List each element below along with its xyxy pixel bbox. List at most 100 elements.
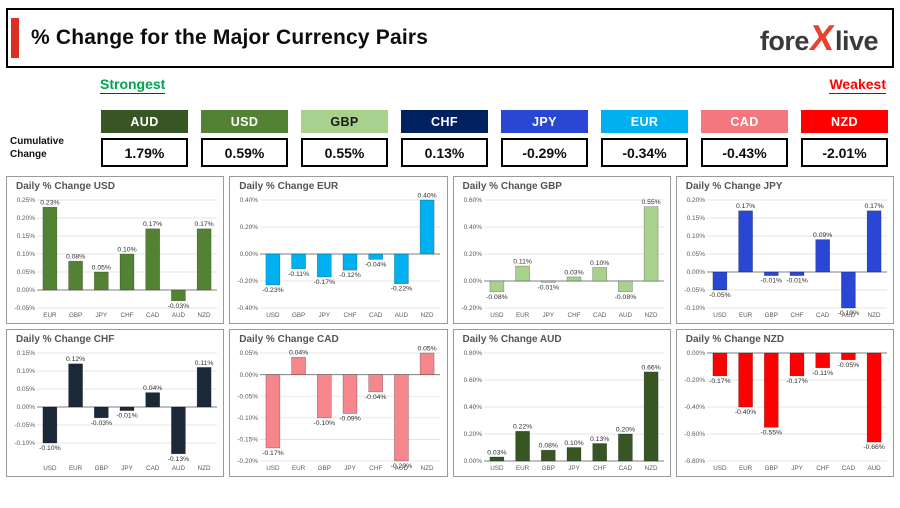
svg-text:CHF: CHF [567,312,580,319]
chart-title-nzd: Daily % Change NZD [685,334,785,345]
svg-text:0.08%: 0.08% [66,254,85,261]
svg-text:0.25%: 0.25% [17,197,36,204]
svg-text:EUR: EUR [292,465,306,472]
currency-column-gbp: GBP 0.55% [301,110,388,167]
svg-text:GBP: GBP [764,312,777,319]
currency-header-jpy: JPY [501,110,588,133]
svg-text:0.60%: 0.60% [463,197,482,204]
currency-header-aud: AUD [101,110,188,133]
svg-text:0.08%: 0.08% [538,443,557,450]
chart-svg-chf: 0.15% 0.10% 0.05% 0.00% -0.05% -0.10% -0.10% US… [14,350,217,472]
svg-text:CHF: CHF [816,465,829,472]
svg-text:-0.03%: -0.03% [91,420,113,427]
svg-text:-0.20%: -0.20% [684,377,705,384]
svg-text:CHF: CHF [121,312,134,319]
svg-text:0.40%: 0.40% [418,192,437,199]
svg-text:0.10%: 0.10% [590,260,609,267]
svg-text:USD: USD [267,312,281,319]
forexlive-logo: fore X live [760,17,879,58]
titlebar: % Change for the Major Currency Pairs fo… [6,8,894,68]
cumulative-value-usd: 0.59% [201,138,288,167]
svg-text:-0.10%: -0.10% [684,305,705,312]
svg-text:-0.10%: -0.10% [238,415,259,422]
svg-text:-0.10%: -0.10% [314,420,336,427]
svg-text:0.40%: 0.40% [463,224,482,231]
svg-text:-0.01%: -0.01% [786,278,808,285]
cumulative-value-eur: -0.34% [601,138,688,167]
cumulative-change-label-line2: Change [10,148,47,160]
svg-text:-0.23%: -0.23% [262,287,284,294]
currency-header-usd: USD [201,110,288,133]
chart-title-gbp: Daily % Change GBP [462,181,562,192]
currency-column-eur: EUR -0.34% [601,110,688,167]
chart-svg-usd: 0.25% 0.20% 0.15% 0.10% 0.05% 0.00% -0.05% 0.23… [14,197,217,319]
chart-title-jpy: Daily % Change JPY [685,181,783,192]
currency-column-jpy: JPY -0.29% [501,110,588,167]
chart-panel-usd: Daily % Change USD 0.25% 0.20% 0.15% 0.10% 0.… [6,176,225,324]
chart-panel-eur: Daily % Change EUR 0.40% 0.20% 0.00% -0.20% -… [229,176,448,324]
svg-text:EUR: EUR [515,465,529,472]
svg-text:JPY: JPY [542,312,554,319]
svg-text:JPY: JPY [319,312,331,319]
svg-text:0.15%: 0.15% [17,233,36,240]
svg-text:-0.04%: -0.04% [365,261,387,268]
svg-text:EUR: EUR [515,312,529,319]
chart-title-aud: Daily % Change AUD [462,334,562,345]
svg-text:-0.08%: -0.08% [486,294,508,301]
cumulative-value-chf: 0.13% [401,138,488,167]
svg-text:-0.12%: -0.12% [339,272,361,279]
svg-text:0.05%: 0.05% [17,269,36,276]
chart-svg-aud: 0.80% 0.60% 0.40% 0.20% 0.00% 0.03% USD 0.22% EU… [463,350,664,472]
svg-text:0.05%: 0.05% [92,264,111,271]
svg-text:0.13%: 0.13% [590,436,609,443]
red-accent-bar [11,18,19,58]
svg-text:0.10%: 0.10% [117,246,136,253]
svg-text:0.05%: 0.05% [686,251,705,258]
svg-text:CHF: CHF [790,312,803,319]
svg-text:-0.17%: -0.17% [709,378,731,385]
svg-text:-0.55%: -0.55% [760,429,782,436]
svg-text:0.40%: 0.40% [463,404,482,411]
svg-text:0.09%: 0.09% [813,232,832,239]
svg-text:GBP: GBP [69,312,82,319]
svg-text:0.80%: 0.80% [463,350,482,357]
svg-text:0.20%: 0.20% [17,215,36,222]
svg-text:NZD: NZD [644,465,657,472]
svg-text:USD: USD [713,312,727,319]
svg-text:0.05%: 0.05% [240,350,259,357]
svg-text:-0.20%: -0.20% [238,278,259,285]
svg-text:0.17%: 0.17% [864,203,883,210]
svg-text:GBP: GBP [292,312,305,319]
svg-text:0.10%: 0.10% [564,440,583,447]
svg-text:-0.08%: -0.08% [614,294,636,301]
chart-svg-eur: 0.40% 0.20% 0.00% -0.20% -0.40% -0.23% USD -0.1… [238,192,441,319]
svg-text:0.11%: 0.11% [195,360,214,367]
svg-text:-0.40%: -0.40% [238,305,259,312]
svg-text:-0.20%: -0.20% [238,458,259,465]
svg-text:0.04%: 0.04% [289,350,308,357]
svg-text:JPY: JPY [121,465,133,472]
svg-text:0.10%: 0.10% [17,368,36,375]
svg-text:-0.03%: -0.03% [168,303,190,310]
cumulative-section: Cumulative Change AUD 1.79% USD 0.59% GBP 0.5… [10,110,888,167]
page: % Change for the Major Currency Pairs fo… [0,8,900,508]
chart-svg-nzd: 0.00% -0.20% -0.40% -0.60% -0.80% -0.17% USD -0… [684,350,887,472]
svg-text:-0.20%: -0.20% [391,463,413,470]
svg-text:0.20%: 0.20% [463,431,482,438]
svg-text:0.00%: 0.00% [17,404,36,411]
svg-text:CAD: CAD [816,312,830,319]
svg-text:-0.01%: -0.01% [760,278,782,285]
svg-text:-0.05%: -0.05% [238,393,259,400]
svg-text:0.20%: 0.20% [686,197,705,204]
svg-text:0.10%: 0.10% [686,233,705,240]
svg-text:0.40%: 0.40% [240,197,259,204]
svg-text:USD: USD [43,465,57,472]
svg-text:-0.09%: -0.09% [339,416,361,423]
weakest-label: Weakest [829,76,886,94]
currency-header-eur: EUR [601,110,688,133]
svg-text:CHF: CHF [344,312,357,319]
cumulative-value-gbp: 0.55% [301,138,388,167]
svg-text:-0.01%: -0.01% [116,413,138,420]
currency-column-cad: CAD -0.43% [701,110,788,167]
currency-header-cad: CAD [701,110,788,133]
